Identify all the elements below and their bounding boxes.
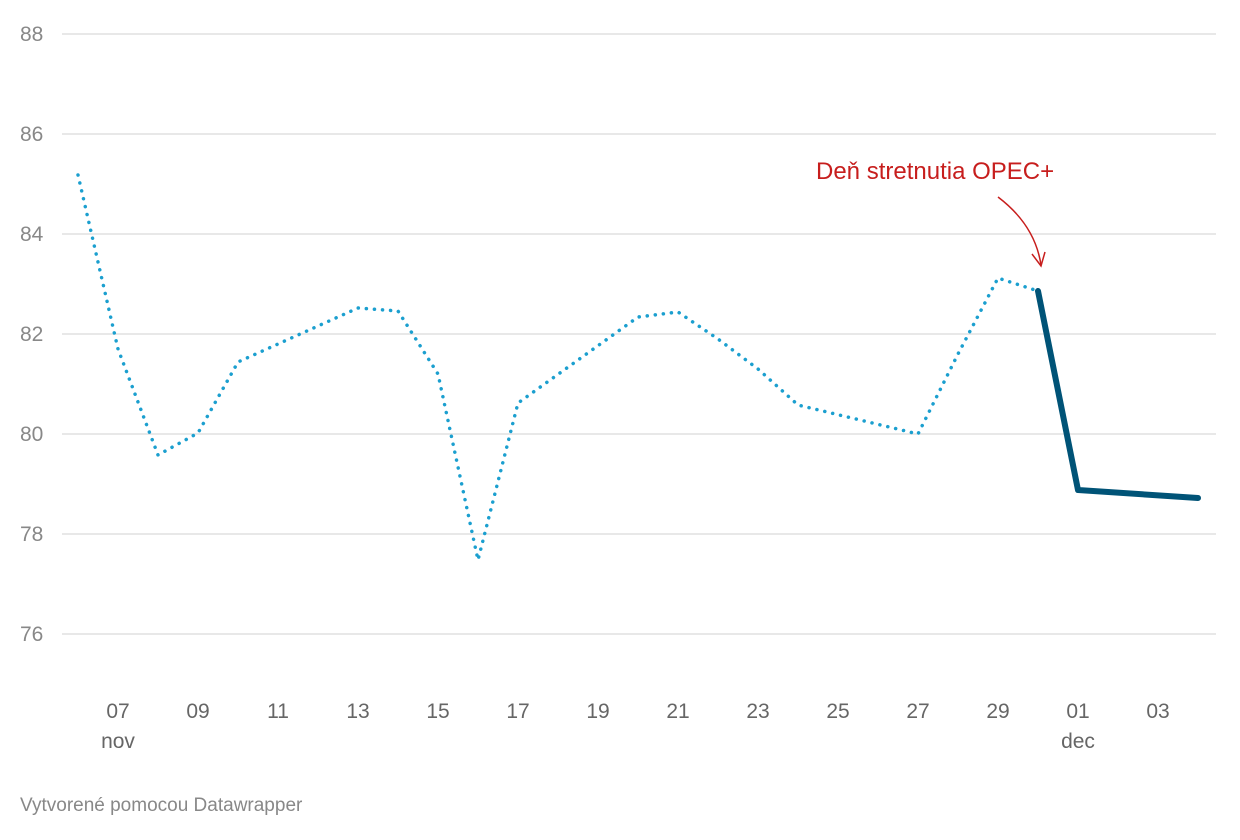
annotation-arrowhead — [1031, 251, 1046, 268]
x-tick-label: 27 — [906, 700, 929, 723]
x-tick-label: 11 — [267, 700, 289, 723]
x-tick-label: 17 — [506, 700, 529, 723]
y-tick-label: 82 — [20, 323, 43, 346]
line-chart: 88 86 84 82 80 78 76 07 nov 09 11 13 15 17 19 21 23 25 27… — [20, 23, 1216, 753]
x-tick-label: 21 — [666, 700, 689, 723]
series-line-solid — [1035, 288, 1201, 501]
x-tick-month: nov — [101, 730, 135, 753]
annotation: Deň stretnutia OPEC+ — [816, 158, 1054, 268]
series-line-dotted — [76, 173, 1040, 562]
x-tick-label: 25 — [826, 700, 849, 723]
y-tick-label: 86 — [20, 123, 43, 146]
x-tick-label: 03 — [1146, 700, 1169, 723]
x-tick-label: 07 — [106, 700, 129, 723]
x-tick-label: 23 — [746, 700, 769, 723]
annotation-arrow — [997, 196, 1042, 266]
y-tick-label: 80 — [20, 423, 43, 446]
x-tick-label: 19 — [586, 700, 609, 723]
footer-credit: Vytvorené pomocou Datawrapper — [20, 795, 303, 816]
annotation-text: Deň stretnutia OPEC+ — [816, 158, 1054, 185]
x-tick-label: 15 — [426, 700, 449, 723]
x-tick-label: 13 — [346, 700, 369, 723]
y-tick-label: 78 — [20, 523, 43, 546]
x-tick-month: dec — [1061, 730, 1095, 753]
x-tick-label: 01 — [1066, 700, 1089, 723]
y-tick-label: 76 — [20, 623, 43, 646]
y-tick-label: 88 — [20, 23, 43, 46]
y-tick-label: 84 — [20, 223, 44, 246]
x-tick-label: 09 — [186, 700, 209, 723]
x-tick-label: 29 — [986, 700, 1009, 723]
